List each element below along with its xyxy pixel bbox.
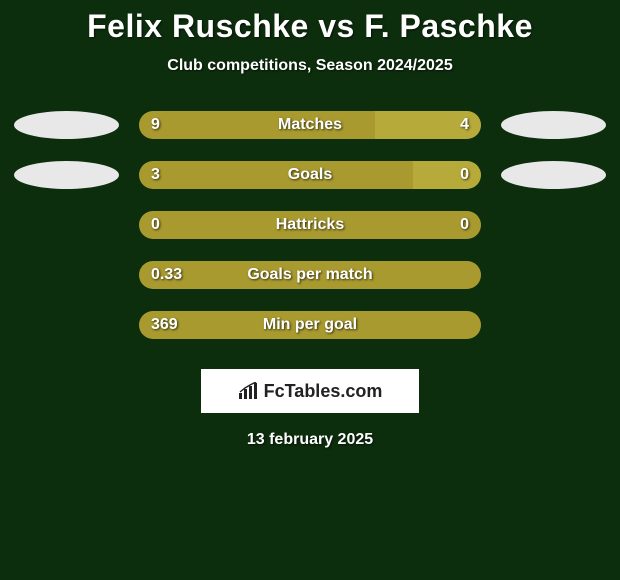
logo-box: FcTables.com	[201, 369, 419, 413]
stat-bar: 0.33Goals per match	[139, 261, 481, 289]
badge-placeholder	[501, 211, 606, 239]
bar-segment-left	[139, 261, 481, 289]
page-title: Felix Ruschke vs F. Paschke	[0, 8, 620, 45]
bar-segment-left	[139, 211, 481, 239]
stat-bar: 00Hattricks	[139, 211, 481, 239]
stat-row: 30Goals	[0, 161, 620, 189]
chart-icon	[238, 382, 260, 400]
team-badge-left	[14, 161, 119, 189]
stat-bar: 94Matches	[139, 111, 481, 139]
stat-row: 94Matches	[0, 111, 620, 139]
stat-bar: 30Goals	[139, 161, 481, 189]
badge-placeholder	[501, 261, 606, 289]
badge-placeholder	[14, 311, 119, 339]
date: 13 february 2025	[0, 431, 620, 449]
bar-segment-left	[139, 161, 413, 189]
team-badge-left	[14, 111, 119, 139]
stat-row: 00Hattricks	[0, 211, 620, 239]
badge-placeholder	[14, 211, 119, 239]
stat-bar: 369Min per goal	[139, 311, 481, 339]
team-badge-right	[501, 161, 606, 189]
team-badge-right	[501, 111, 606, 139]
logo: FcTables.com	[238, 381, 383, 402]
bar-segment-right	[413, 161, 481, 189]
badge-placeholder	[501, 311, 606, 339]
badge-placeholder	[14, 261, 119, 289]
comparison-card: Felix Ruschke vs F. Paschke Club competi…	[0, 0, 620, 449]
bar-segment-right	[375, 111, 481, 139]
bar-segment-left	[139, 111, 375, 139]
stat-rows: 94Matches 30Goals 00Hattricks 0.33Goals per…	[0, 111, 620, 339]
subtitle: Club competitions, Season 2024/2025	[0, 57, 620, 75]
bar-segment-left	[139, 311, 481, 339]
stat-row: 0.33Goals per match	[0, 261, 620, 289]
stat-row: 369Min per goal	[0, 311, 620, 339]
logo-text: FcTables.com	[264, 381, 383, 402]
